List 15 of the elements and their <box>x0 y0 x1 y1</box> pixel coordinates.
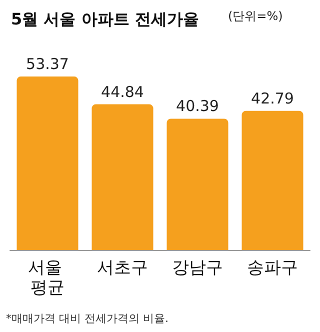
x-tick-label: 서초구 <box>97 258 148 278</box>
chart-title: 5월 서울 아파트 전세가율 <box>11 10 199 28</box>
bar <box>242 110 304 250</box>
data-label: 40.39 <box>176 97 219 116</box>
data-label: 44.84 <box>101 82 144 101</box>
data-label: 53.37 <box>26 55 69 74</box>
x-tick-label: 서울 평균 <box>28 258 68 298</box>
bar <box>166 118 228 250</box>
bar <box>92 104 154 250</box>
data-label: 42.79 <box>251 89 294 108</box>
bar <box>16 76 78 250</box>
text: *매매가격 대비 전세가격의 비율. <box>6 312 168 325</box>
x-tick-label: 강남구 <box>172 258 223 278</box>
chart-subtitle: (단위=%) <box>228 9 283 23</box>
x-tick-label: 송파구 <box>247 258 298 278</box>
